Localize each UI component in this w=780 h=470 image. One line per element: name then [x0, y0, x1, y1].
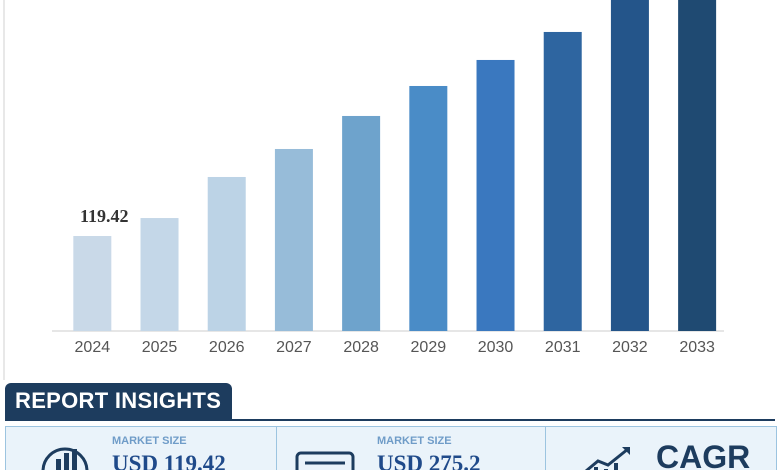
x-tick-label: 2026 [209, 339, 245, 356]
bar [409, 85, 448, 331]
bar [207, 176, 246, 331]
insight-card: CAGR [546, 427, 776, 470]
bar [342, 115, 381, 331]
bar [73, 236, 112, 331]
icon [585, 447, 630, 470]
x-tick-label: 2025 [142, 339, 178, 356]
x-tick-label: 2031 [545, 339, 581, 356]
bar [140, 218, 179, 331]
chart: 2024 119.42 2025 2026 2027 2028 2029 2030 2031 20… [3, 0, 724, 380]
bar [678, 0, 717, 331]
bar [476, 59, 515, 332]
insight-card: MARKET SIZE USD 275.2 [277, 427, 546, 470]
x-tick-label: 2029 [411, 339, 447, 356]
card-label: MARKET SIZE [377, 435, 452, 447]
bar [274, 148, 313, 331]
bar [543, 31, 582, 332]
insight-card: MARKET SIZE USD 119.42 [6, 427, 277, 470]
card-label: MARKET SIZE [112, 435, 187, 447]
bar [610, 0, 649, 331]
x-tick-label: 2030 [478, 339, 514, 356]
insight-cards: MARKET SIZE USD 119.42 MARKET SIZE USD 2… [5, 426, 777, 470]
section-banner: REPORT INSIGHTS [5, 383, 232, 419]
card-value: USD 275.2 [377, 451, 481, 470]
data-label: 119.42 [80, 206, 129, 226]
icon [295, 451, 355, 470]
x-tick-label: 2028 [343, 339, 379, 356]
x-tick-label: 2027 [276, 339, 312, 356]
x-tick-label: 2024 [75, 339, 111, 356]
x-tick-label: 2033 [679, 339, 715, 356]
x-tick-label: 2032 [612, 339, 648, 356]
card-value: USD 119.42 [112, 451, 226, 470]
card-value: CAGR [656, 439, 751, 470]
divider [5, 419, 775, 421]
icon [41, 447, 89, 470]
